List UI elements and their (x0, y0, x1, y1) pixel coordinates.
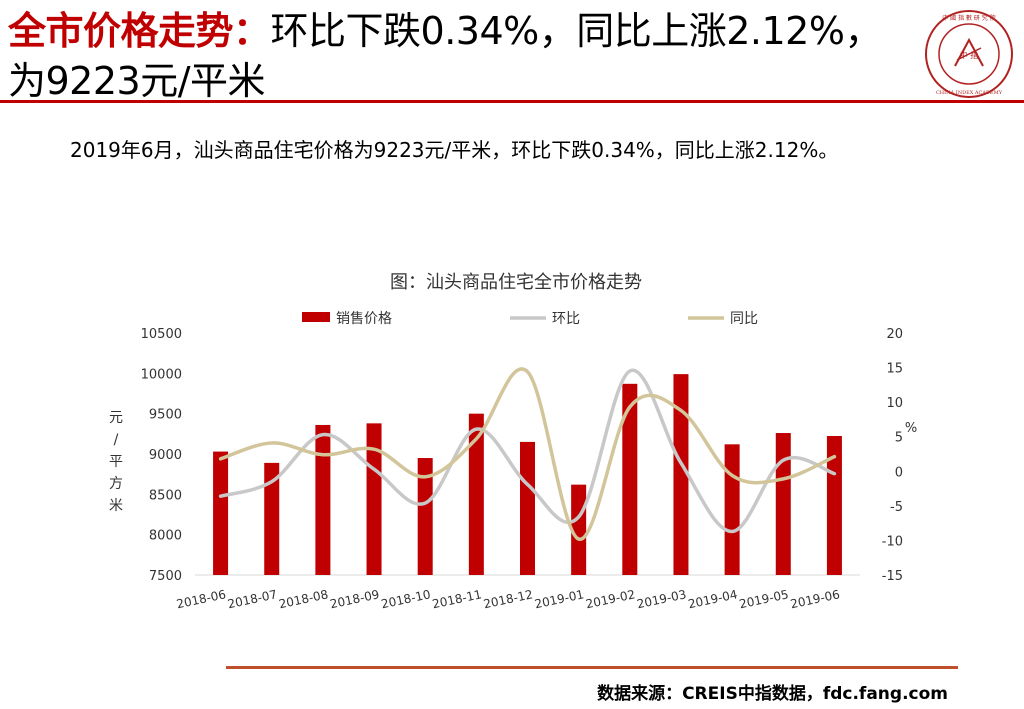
summary-text: 2019年6月，汕头商品住宅价格为9223元/平米，环比下跌0.34%，同比上涨… (70, 138, 839, 162)
right-axis-tick: -15 (882, 569, 903, 584)
price-bar (264, 462, 280, 575)
left-axis-label-char: / (114, 432, 119, 448)
page-title: 全市价格走势：环比下跌0.34%，同比上涨2.12%，为9223元/平米 (8, 6, 888, 106)
right-axis-label: % (905, 421, 917, 436)
mom-line (218, 368, 837, 534)
right-axis-tick: 15 (886, 362, 903, 377)
title-highlight: 全市价格走势： (8, 9, 271, 53)
x-tick-label: 2019-06 (789, 587, 841, 611)
x-tick-label: 2018-12 (482, 587, 534, 611)
legend-yoy-label: 同比 (730, 311, 758, 327)
x-tick-label: 2019-02 (584, 587, 636, 611)
left-axis-label-char: 平 (109, 454, 123, 470)
legend-price-label: 销售价格 (336, 311, 392, 327)
header-divider (0, 100, 1024, 103)
left-axis-tick: 8000 (149, 529, 182, 544)
x-tick-label: 2018-07 (226, 587, 278, 611)
x-tick-label: 2019-05 (738, 587, 790, 611)
left-axis-tick: 10500 (141, 327, 182, 342)
yoy-line (218, 367, 837, 541)
chart-title: 图：汕头商品住宅全市价格走势 (390, 272, 642, 293)
footer-divider (226, 666, 958, 669)
price-bar (622, 383, 638, 575)
china-index-academy-logo: 中 國 指 數 研 究 院 CHINA INDEX ACADEMY 中 指 (925, 10, 1013, 98)
right-axis-tick: 10 (886, 396, 903, 411)
left-axis-label-char: 方 (109, 476, 123, 492)
right-axis-tick: 0 (895, 465, 903, 480)
price-bar (366, 423, 382, 575)
x-tick-label: 2019-03 (636, 587, 688, 611)
svg-text:CHINA INDEX ACADEMY: CHINA INDEX ACADEMY (936, 90, 1003, 96)
price-bar (571, 484, 587, 575)
title-rest: 环比下跌0.34%，同比上涨2.12%，为9223元/平米 (8, 9, 882, 103)
svg-text:中 國 指 數 研 究 院: 中 國 指 數 研 究 院 (942, 14, 995, 22)
price-bar (213, 451, 229, 575)
left-axis-label-char: 元 (109, 410, 123, 426)
price-bar (775, 433, 791, 575)
x-tick-label: 2018-11 (431, 587, 483, 611)
left-axis-tick: 10000 (141, 367, 182, 382)
x-tick-label: 2019-01 (533, 587, 585, 611)
left-axis-label-char: 米 (109, 498, 123, 514)
x-tick-label: 2018-10 (380, 587, 432, 611)
x-tick-label: 2019-04 (687, 587, 739, 611)
right-axis-tick: 20 (886, 327, 903, 342)
price-bar (724, 444, 740, 575)
x-tick-label: 2018-06 (175, 587, 227, 611)
price-bar (315, 424, 331, 575)
legend-price-swatch (302, 312, 330, 322)
x-tick-label: 2018-08 (278, 587, 330, 611)
price-bar (417, 458, 433, 575)
price-bar (673, 374, 689, 575)
right-axis-tick: 5 (895, 431, 903, 446)
x-tick-label: 2018-09 (329, 587, 381, 611)
price-bar (468, 413, 484, 575)
price-bar (520, 441, 535, 575)
svg-text:中 指: 中 指 (960, 50, 979, 60)
left-axis-tick: 7500 (149, 569, 182, 584)
right-axis-tick: -5 (890, 500, 903, 515)
legend-mom-label: 环比 (552, 311, 580, 327)
left-axis-tick: 9500 (149, 408, 182, 423)
data-source: 数据来源：CREIS中指数据，fdc.fang.com (597, 684, 948, 704)
left-axis-tick: 9000 (149, 448, 182, 463)
left-axis-tick: 8500 (149, 488, 182, 503)
right-axis-tick: -10 (882, 534, 903, 549)
